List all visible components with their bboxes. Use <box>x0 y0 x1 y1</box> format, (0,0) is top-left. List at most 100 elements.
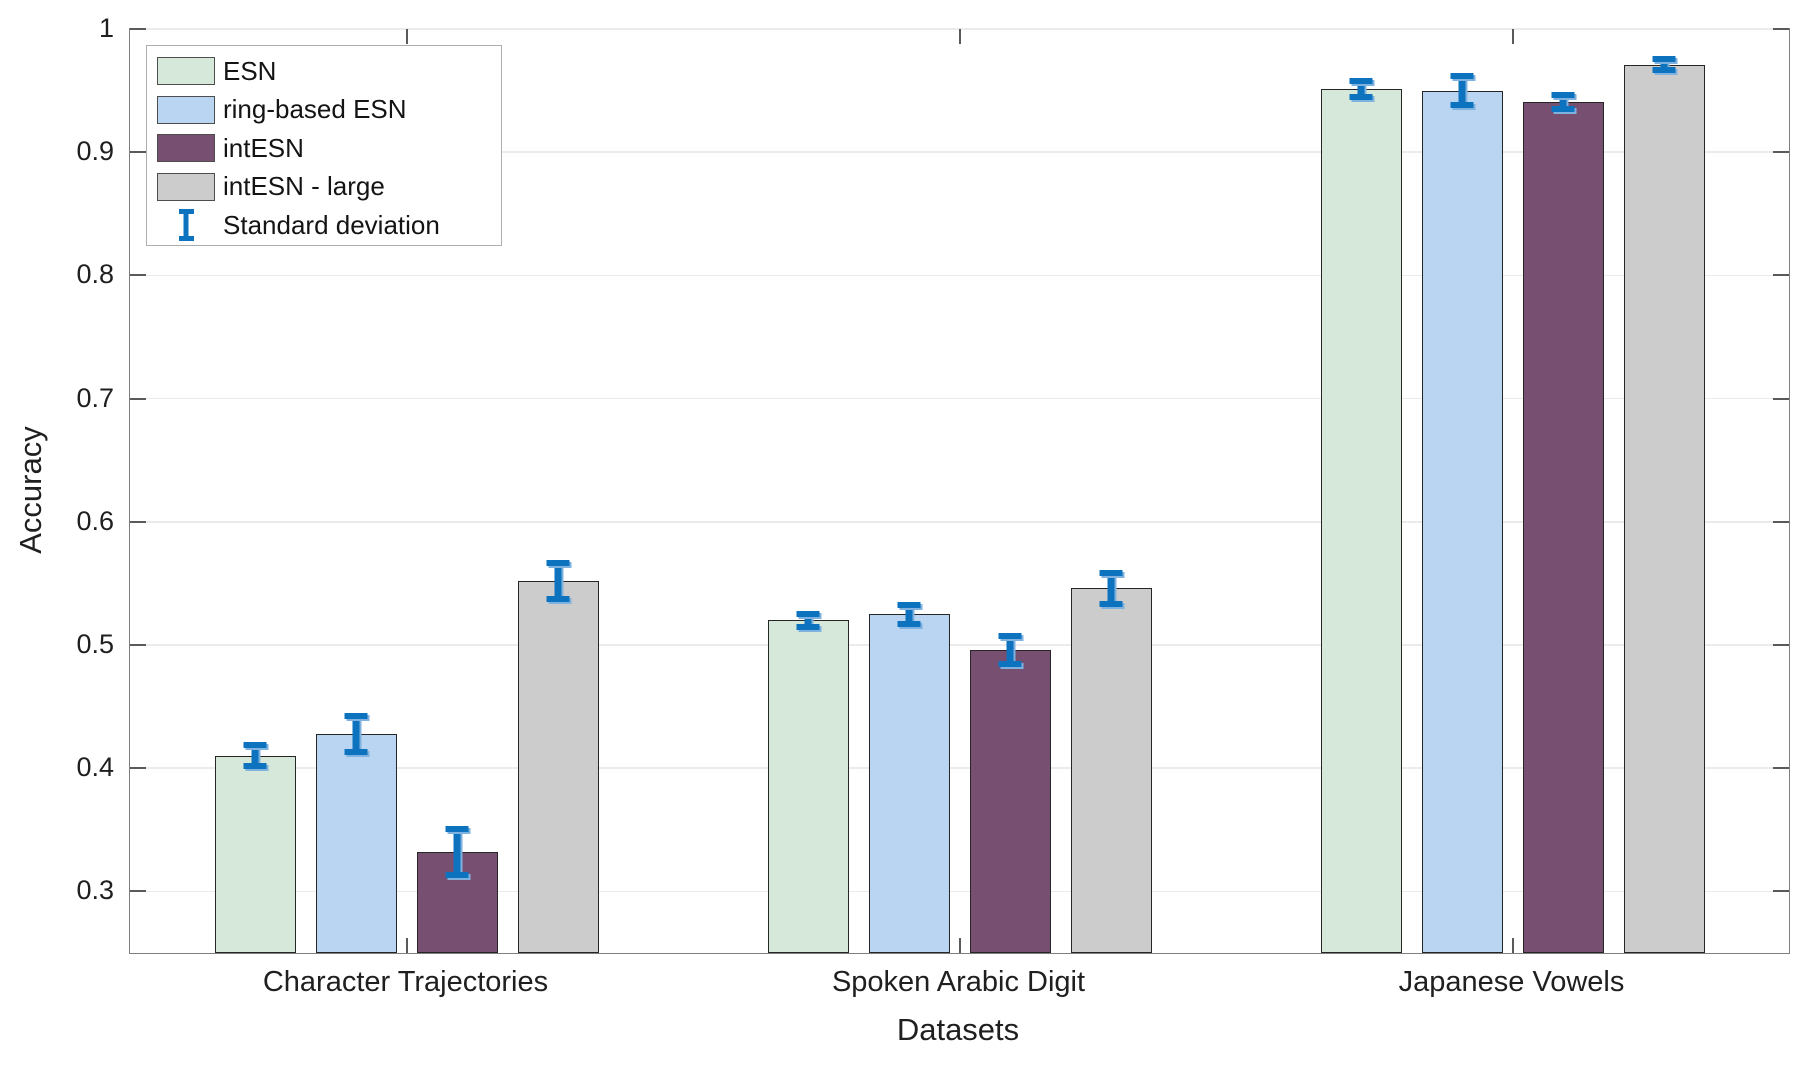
y-tick-right-1 <box>1773 28 1789 30</box>
error-bar-cap <box>897 601 921 608</box>
error-bar-cap <box>998 632 1022 639</box>
error-bar-series2-cat3 <box>1450 73 1474 108</box>
gridline-y-0.7 <box>130 397 1789 400</box>
error-bar-series2-cat1 <box>344 712 368 755</box>
error-bar-cap <box>1450 101 1474 108</box>
legend-item-label: Standard deviation <box>223 209 440 240</box>
bar-series1-cat3 <box>1320 89 1402 953</box>
y-tick-label: 1 <box>98 13 114 43</box>
error-bar-cap <box>243 742 267 749</box>
y-axis-label: Accuracy <box>13 426 48 554</box>
y-tick-label: 0.7 <box>76 382 114 413</box>
error-bar-line <box>453 826 461 878</box>
error-bar-cap <box>897 620 921 627</box>
error-bar-series4-cat2 <box>1099 569 1123 607</box>
error-bar-cap <box>445 826 469 833</box>
y-tick-right-0.8 <box>1773 274 1789 277</box>
error-bar-cap <box>546 595 570 602</box>
gridline-y-0.3 <box>130 890 1789 893</box>
error-bar-line <box>1357 78 1365 101</box>
errorbar-icon-cap <box>178 236 194 242</box>
y-tick-right-0.4 <box>1773 767 1789 770</box>
error-bar-line <box>352 712 360 755</box>
bar-series3-cat2 <box>969 649 1051 953</box>
error-bar-series2-cat2 <box>897 601 921 627</box>
bar-series2-cat2 <box>868 614 950 953</box>
legend-item-label: intESN - large <box>223 171 385 202</box>
gridline-y-0.9 <box>130 151 1789 153</box>
y-tick-left-0.6 <box>130 520 146 523</box>
errorbar-icon-line <box>183 209 189 242</box>
error-bar-line <box>1006 632 1014 668</box>
gridline-y-0.6 <box>130 521 1789 523</box>
error-bar-series4-cat1 <box>546 559 570 602</box>
gridline-y-0.5 <box>130 644 1789 646</box>
x-category-label-2: Spoken Arabic Digit <box>831 966 1086 998</box>
error-bar-series3-cat2 <box>998 632 1022 668</box>
y-tick-left-0.5 <box>130 644 146 646</box>
y-tick-label: 0.5 <box>76 629 114 659</box>
x-category-label-1: Character Trajectories <box>262 966 549 998</box>
error-bar-cap <box>1450 73 1474 80</box>
error-bar-line <box>1660 56 1668 74</box>
bar-series4-cat3 <box>1623 64 1705 953</box>
y-tick-left-0.7 <box>130 397 146 400</box>
x-tick-top-2 <box>958 29 961 44</box>
y-tick-label: 0.6 <box>76 505 114 536</box>
error-bar-series3-cat3 <box>1551 91 1575 112</box>
bar-series4-cat1 <box>517 580 599 953</box>
legend-swatch-icon <box>157 57 215 86</box>
legend-item-4: intESN - large <box>147 168 501 207</box>
x-tick-top-1 <box>405 29 408 44</box>
legend-item-1: ESN <box>147 52 501 91</box>
error-bar-cap <box>1099 569 1123 576</box>
error-bar-line <box>1107 569 1115 607</box>
bar-series4-cat2 <box>1070 588 1152 953</box>
legend-errorbar-iconbox <box>157 209 215 242</box>
y-tick-left-0.3 <box>130 890 146 893</box>
error-bar-cap <box>1652 56 1676 63</box>
y-tick-right-0.7 <box>1773 397 1789 400</box>
bar-series1-cat2 <box>767 620 849 953</box>
error-bar-cap <box>1551 105 1575 112</box>
bar-series3-cat3 <box>1522 101 1604 953</box>
y-tick-left-0.4 <box>130 767 146 770</box>
error-bar-line <box>804 610 812 631</box>
y-tick-right-0.6 <box>1773 520 1789 523</box>
error-bar-cap <box>1349 94 1373 101</box>
error-bar-cap <box>998 661 1022 668</box>
error-bar-cap <box>344 748 368 755</box>
error-bar-series3-cat1 <box>445 826 469 878</box>
x-tick-top-3 <box>1511 29 1514 44</box>
error-bar-cap <box>1652 67 1676 74</box>
gridline-y-0.8 <box>130 274 1789 277</box>
plot-area <box>129 28 1790 954</box>
x-tick-bottom-1 <box>405 938 408 953</box>
y-tick-right-0.3 <box>1773 890 1789 893</box>
gridline-y-0.4 <box>130 767 1789 769</box>
legend: ESN ring-based ESN intESN intESN - large Sta… <box>146 45 502 246</box>
error-bar-series1-cat3 <box>1349 78 1373 101</box>
error-bar-line <box>251 742 259 770</box>
x-axis-label: Datasets <box>896 1012 1020 1047</box>
error-bar-line <box>905 601 913 627</box>
error-bar-cap <box>796 624 820 631</box>
legend-item-label: ring-based ESN <box>223 94 407 125</box>
errorbar-icon <box>178 209 194 242</box>
legend-swatch-icon <box>157 95 215 124</box>
x-tick-bottom-2 <box>958 938 961 953</box>
y-tick-label: 0.9 <box>76 136 114 167</box>
legend-swatch-icon <box>157 134 215 163</box>
error-bar-cap <box>243 763 267 770</box>
error-bar-cap <box>796 610 820 617</box>
y-tick-left-0.9 <box>130 151 146 154</box>
legend-item-label: ESN <box>223 55 277 86</box>
y-tick-label: 0.3 <box>76 875 114 906</box>
errorbar-icon-cap <box>178 209 194 215</box>
bar-series2-cat3 <box>1421 90 1503 953</box>
y-tick-right-0.9 <box>1773 151 1789 154</box>
y-tick-label: 0.4 <box>76 752 114 783</box>
legend-swatch-icon <box>157 172 215 201</box>
legend-item-3: intESN <box>147 129 501 168</box>
